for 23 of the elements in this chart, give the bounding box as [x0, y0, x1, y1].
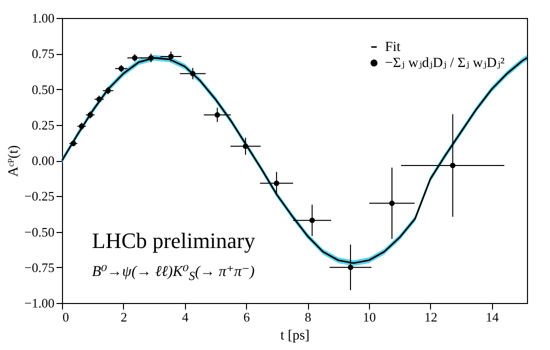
y-tick-label: 1.00 — [32, 10, 54, 26]
annotation: B⁰→ψ(→ ℓℓ)K⁰$_{S}$(→ π⁺π⁻) — [92, 263, 256, 284]
y-axis-title: Aᶜᴾ(t) — [6, 144, 22, 177]
y-tick-label: −1.00 — [24, 296, 54, 310]
x-tick-label: 0 — [62, 310, 69, 324]
x-tick-label: 2 — [120, 310, 128, 324]
x-tick-label: 14 — [486, 310, 500, 324]
x-axis-title: t [ps] — [280, 328, 310, 344]
x-tick-label: 6 — [243, 310, 250, 324]
y-tick-label: 0.50 — [32, 82, 54, 97]
annotation: LHCb preliminary — [92, 228, 256, 254]
x-tick-label: 10 — [362, 310, 376, 324]
y-tick-label: 0.75 — [32, 46, 54, 62]
legend-label: Fit — [385, 40, 401, 55]
x-tick-label: 8 — [304, 310, 312, 324]
x-tick-label: 12 — [424, 310, 438, 324]
x-tick-label: 4 — [182, 310, 190, 324]
y-tick-label: −0.25 — [24, 188, 54, 204]
y-tick-label: 0.25 — [32, 117, 54, 132]
y-tick-label: 0.00 — [32, 153, 54, 168]
y-tick-label: −0.50 — [24, 224, 54, 240]
y-tick-label: −0.75 — [24, 260, 54, 275]
legend-label: −Σⱼ wⱼdⱼDⱼ / Σⱼ wⱼDⱼ² — [385, 56, 505, 71]
